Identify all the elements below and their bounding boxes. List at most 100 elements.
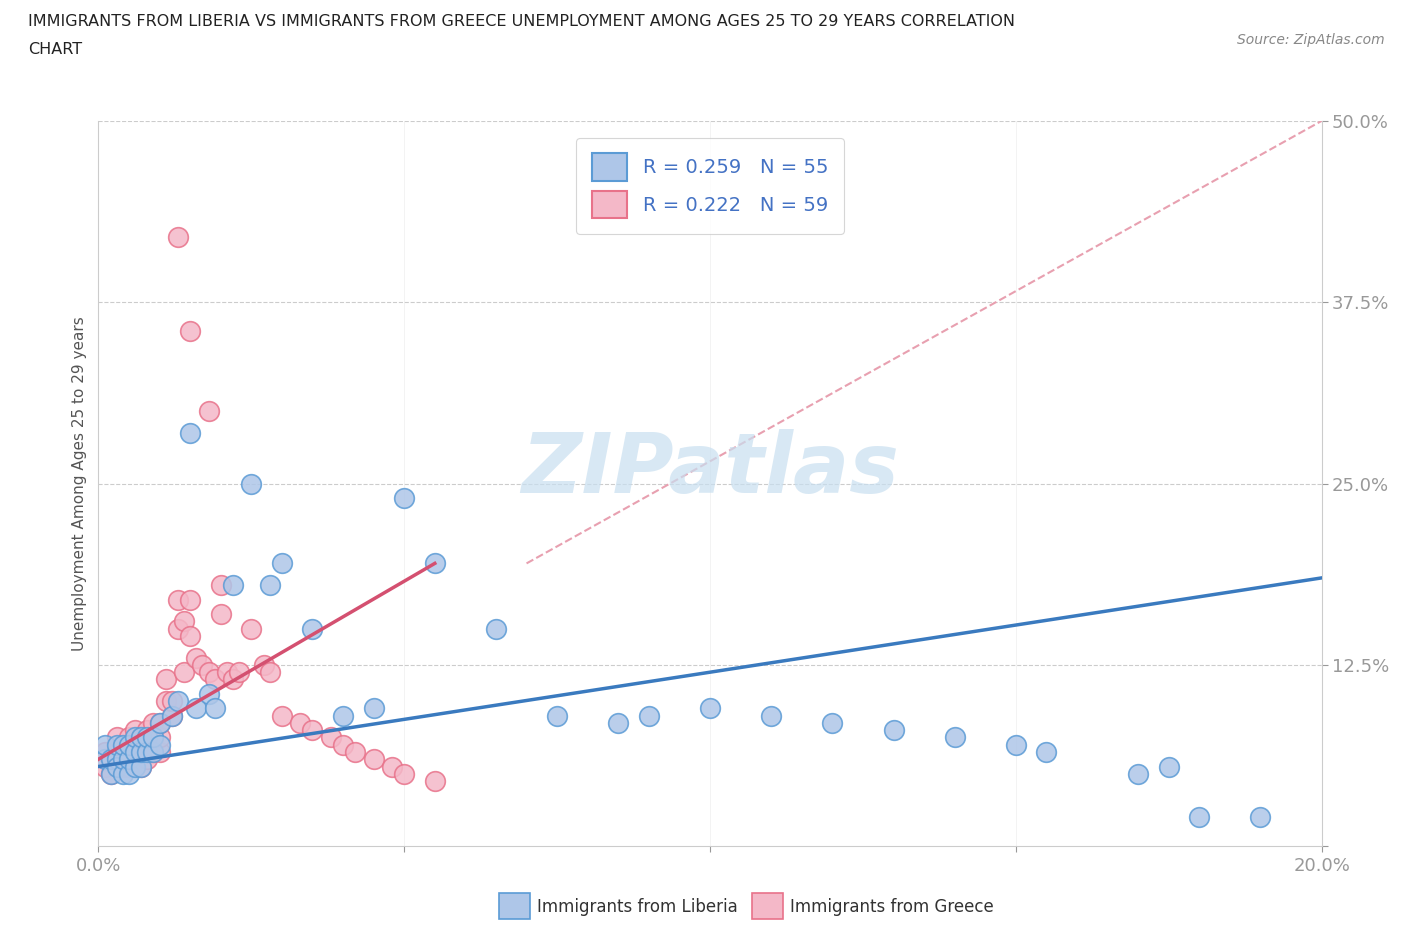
Point [149, 715, 172, 730]
Point [332, 737, 354, 752]
Point [136, 745, 159, 760]
Point [883, 723, 905, 737]
Point [129, 730, 152, 745]
Point [149, 715, 172, 730]
Point [155, 694, 177, 709]
Point [607, 715, 630, 730]
Point [204, 701, 226, 716]
Point [118, 759, 141, 774]
Point [124, 730, 146, 745]
Point [1128, 766, 1150, 781]
Point [215, 665, 238, 680]
Point [392, 766, 416, 781]
Point [197, 686, 219, 701]
Legend: R = 0.259   N = 55, R = 0.222   N = 59: R = 0.259 N = 55, R = 0.222 N = 59 [576, 138, 844, 233]
Point [240, 621, 263, 636]
Point [100, 766, 122, 781]
Point [173, 665, 195, 680]
Text: Immigrants from Greece: Immigrants from Greece [790, 897, 994, 916]
Point [136, 730, 159, 745]
Point [100, 766, 122, 781]
Point [136, 723, 159, 737]
Point [186, 701, 208, 716]
Point [129, 759, 152, 774]
Point [124, 737, 146, 752]
Point [111, 751, 134, 766]
Point [142, 745, 165, 760]
Point [124, 745, 146, 760]
Point [160, 709, 183, 724]
Text: Immigrants from Liberia: Immigrants from Liberia [537, 897, 738, 916]
Point [259, 578, 281, 592]
Point [222, 672, 245, 687]
Point [167, 592, 190, 607]
Point [1157, 759, 1180, 774]
Point [129, 745, 152, 760]
Y-axis label: Unemployment Among Ages 25 to 29 years: Unemployment Among Ages 25 to 29 years [72, 316, 87, 651]
Point [124, 723, 146, 737]
Point [699, 701, 721, 716]
Point [392, 491, 416, 506]
Point [118, 730, 141, 745]
Point [111, 745, 134, 760]
Point [173, 614, 195, 629]
Point [319, 730, 342, 745]
Point [136, 737, 159, 752]
Point [209, 606, 232, 621]
Point [270, 709, 292, 724]
Point [381, 759, 404, 774]
Point [93, 751, 115, 766]
Point [118, 737, 141, 752]
Point [105, 737, 128, 752]
Point [167, 230, 190, 245]
Point [332, 709, 354, 724]
Point [124, 759, 146, 774]
Point [149, 737, 172, 752]
Point [93, 737, 115, 752]
Point [301, 723, 323, 737]
Point [111, 759, 134, 774]
Point [821, 715, 844, 730]
Point [129, 759, 152, 774]
Point [179, 425, 201, 440]
Point [118, 745, 141, 760]
Point [105, 751, 128, 766]
Point [167, 621, 190, 636]
Point [423, 556, 446, 571]
Point [105, 730, 128, 745]
Point [111, 766, 134, 781]
Point [228, 665, 250, 680]
Point [142, 730, 165, 745]
Point [179, 629, 201, 644]
Point [1035, 745, 1057, 760]
Point [160, 709, 183, 724]
Point [270, 556, 292, 571]
Point [209, 578, 232, 592]
Point [259, 665, 281, 680]
Point [546, 709, 568, 724]
Point [129, 730, 152, 745]
Point [290, 715, 312, 730]
Point [240, 476, 263, 491]
Point [100, 751, 122, 766]
Point [149, 745, 172, 760]
Point [111, 737, 134, 752]
Point [100, 751, 122, 766]
Point [118, 766, 141, 781]
Point [142, 715, 165, 730]
Point [943, 730, 966, 745]
Point [1249, 810, 1271, 825]
Point [485, 621, 508, 636]
Point [142, 745, 165, 760]
Point [301, 621, 323, 636]
Point [105, 759, 128, 774]
Point [363, 701, 385, 716]
Point [363, 751, 385, 766]
Text: ZIPatlas: ZIPatlas [522, 429, 898, 510]
Point [191, 658, 214, 672]
Point [149, 730, 172, 745]
Point [179, 592, 201, 607]
Point [179, 324, 201, 339]
Point [93, 759, 115, 774]
Point [160, 694, 183, 709]
